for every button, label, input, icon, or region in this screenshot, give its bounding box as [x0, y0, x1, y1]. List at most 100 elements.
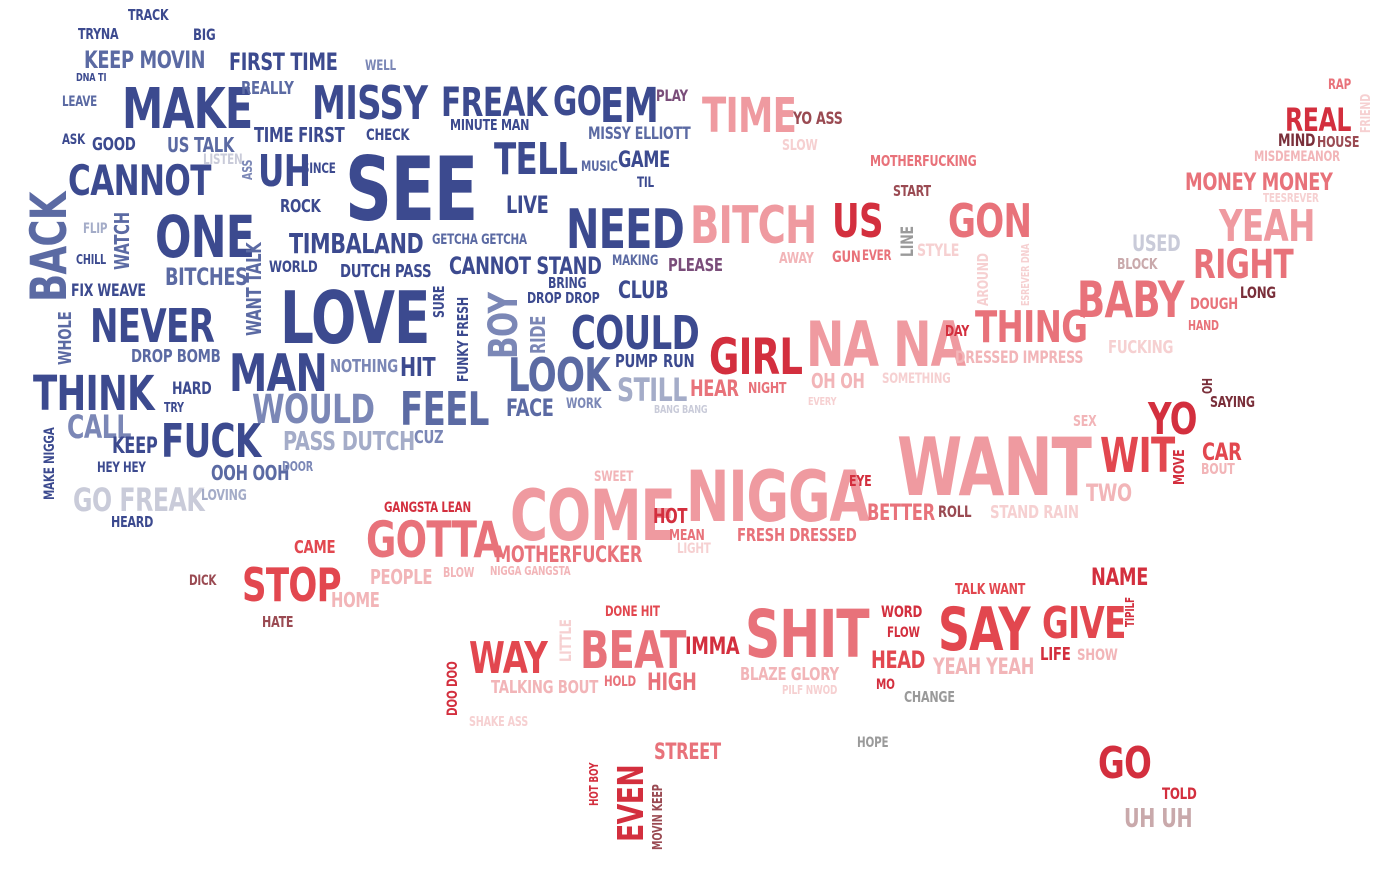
word-baby: BABY — [1077, 271, 1185, 329]
word-hope: HOPE — [857, 735, 889, 751]
word-bring: BRING — [548, 274, 587, 292]
word-line: LINE — [898, 226, 918, 257]
word-yo-ass: YO ASS — [793, 109, 843, 129]
word-really: REALLY — [241, 78, 294, 99]
word-wit: WIT — [1100, 428, 1175, 484]
word-dick: DICK — [189, 573, 217, 589]
word-two: TWO — [1086, 479, 1132, 507]
word-could: COULD — [571, 306, 700, 360]
word-never: NEVER — [90, 299, 215, 353]
word-cuz: CUZ — [414, 427, 444, 448]
word-freak: FREAK — [441, 80, 548, 126]
word-block: BLOCK — [1117, 255, 1158, 273]
word-missy: MISSY — [312, 76, 428, 130]
word-high: HIGH — [647, 668, 697, 696]
word-imma: IMMA — [685, 632, 740, 660]
word-look: LOOK — [508, 348, 611, 402]
word-ooh-ooh: OOH OOH — [211, 461, 290, 485]
word-play: PLAY — [656, 86, 688, 105]
word-friend: FRIEND — [1359, 93, 1374, 133]
word-whole: WHOLE — [55, 311, 76, 365]
word-right: RIGHT — [1193, 242, 1294, 288]
word-live: LIVE — [506, 191, 549, 219]
word-dna-ti: DNA TI — [76, 71, 107, 84]
word-door: DOOR — [282, 460, 313, 475]
word-away: AWAY — [779, 249, 814, 267]
word-man: MAN — [229, 344, 328, 404]
word-dressed-impress: DRESSED IMPRESS — [955, 348, 1084, 368]
word-drop-drop: DROP DROP — [527, 289, 600, 307]
word-world: WORLD — [269, 257, 318, 276]
word-hold: HOLD — [604, 674, 636, 690]
word-roll: ROLL — [938, 502, 972, 521]
word-em: EM — [600, 78, 659, 134]
word-game: GAME — [618, 148, 670, 173]
word-done-hit: DONE HIT — [605, 604, 660, 620]
word-eye: EYE — [849, 472, 872, 490]
word-nigga: NIGGA — [686, 456, 870, 538]
word-street: STREET — [654, 740, 721, 765]
word-esrever-dna: ESREVER DNA — [1019, 243, 1032, 306]
word-pass-dutch: PASS DUTCH — [283, 427, 415, 457]
word-told: TOLD — [1162, 784, 1197, 803]
word-rap: RAP — [1328, 77, 1351, 93]
word-music: MUSIC — [581, 159, 618, 175]
word-yeah: YEAH — [1219, 201, 1315, 252]
word-good: GOOD — [92, 134, 136, 155]
word-oh-oh: OH OH — [811, 369, 865, 393]
word-try: TRY — [164, 401, 184, 416]
word-better: BETTER — [867, 501, 935, 526]
word-around: AROUND — [974, 253, 992, 306]
word-til: TIL — [637, 175, 654, 191]
word-saying: SAYING — [1210, 393, 1255, 411]
word-want: WANT — [897, 421, 1092, 514]
word-thing: THING — [975, 302, 1088, 353]
word-doo-doo: DOO DOO — [445, 661, 461, 716]
word-oh: OH — [1201, 378, 1216, 394]
word-check: CHECK — [366, 125, 410, 144]
word-motherfucking: MOTHERFUCKING — [870, 152, 977, 170]
word-give: GIVE — [1042, 598, 1126, 649]
word-night: NIGHT — [748, 379, 787, 397]
word-stop: STOP — [242, 558, 342, 612]
word-say: SAY — [938, 595, 1030, 665]
word-dough: DOUGH — [1190, 294, 1238, 313]
word-heard: HEARD — [111, 513, 154, 531]
word-getcha-getcha: GETCHA GETCHA — [432, 232, 527, 248]
word-hey-hey: HEY HEY — [97, 460, 146, 476]
word-used: USED — [1132, 232, 1181, 257]
word-tell: TELL — [494, 134, 578, 185]
word-light: LIGHT — [677, 541, 711, 557]
word-way: WAY — [469, 633, 548, 684]
word-car: CAR — [1202, 438, 1242, 466]
word-hard: HARD — [172, 379, 212, 399]
word-chill: CHILL — [76, 253, 106, 268]
word-us: US — [832, 194, 883, 248]
word-feel: FEEL — [400, 382, 489, 436]
word-style: STYLE — [917, 241, 960, 261]
word-ass-vert: ASS — [241, 159, 256, 180]
word-talk-want: TALK WANT — [955, 580, 1026, 598]
word-ever: EVER — [862, 248, 892, 264]
word-us-talk: US TALK — [167, 133, 235, 157]
word-cannot-stand: CANNOT STAND — [449, 252, 602, 280]
word-life: LIFE — [1040, 644, 1071, 665]
word-work: WORK — [566, 396, 602, 412]
word-uh: UH — [258, 146, 311, 197]
word-girl: GIRL — [709, 328, 803, 386]
word-bitch: BITCH — [690, 196, 817, 256]
word-beat: BEAT — [580, 621, 686, 681]
word-nothing: NOTHING — [330, 356, 398, 377]
word-came: CAME — [294, 537, 336, 558]
word-movin-keep: MOVIN KEEP — [651, 784, 666, 850]
word-move: MOVE — [1170, 449, 1188, 485]
word-fresh-dressed: FRESH DRESSED — [737, 525, 857, 546]
word-please: PLEASE — [668, 255, 723, 276]
word-nigga-gangsta: NIGGA GANGSTA — [490, 564, 571, 578]
word-mind: MIND — [1278, 131, 1316, 151]
word-still: STILL — [617, 371, 687, 409]
word-uh-uh: UH UH — [1124, 804, 1193, 834]
word-watch: WATCH — [110, 212, 134, 270]
word-since: SINCE — [302, 161, 336, 177]
